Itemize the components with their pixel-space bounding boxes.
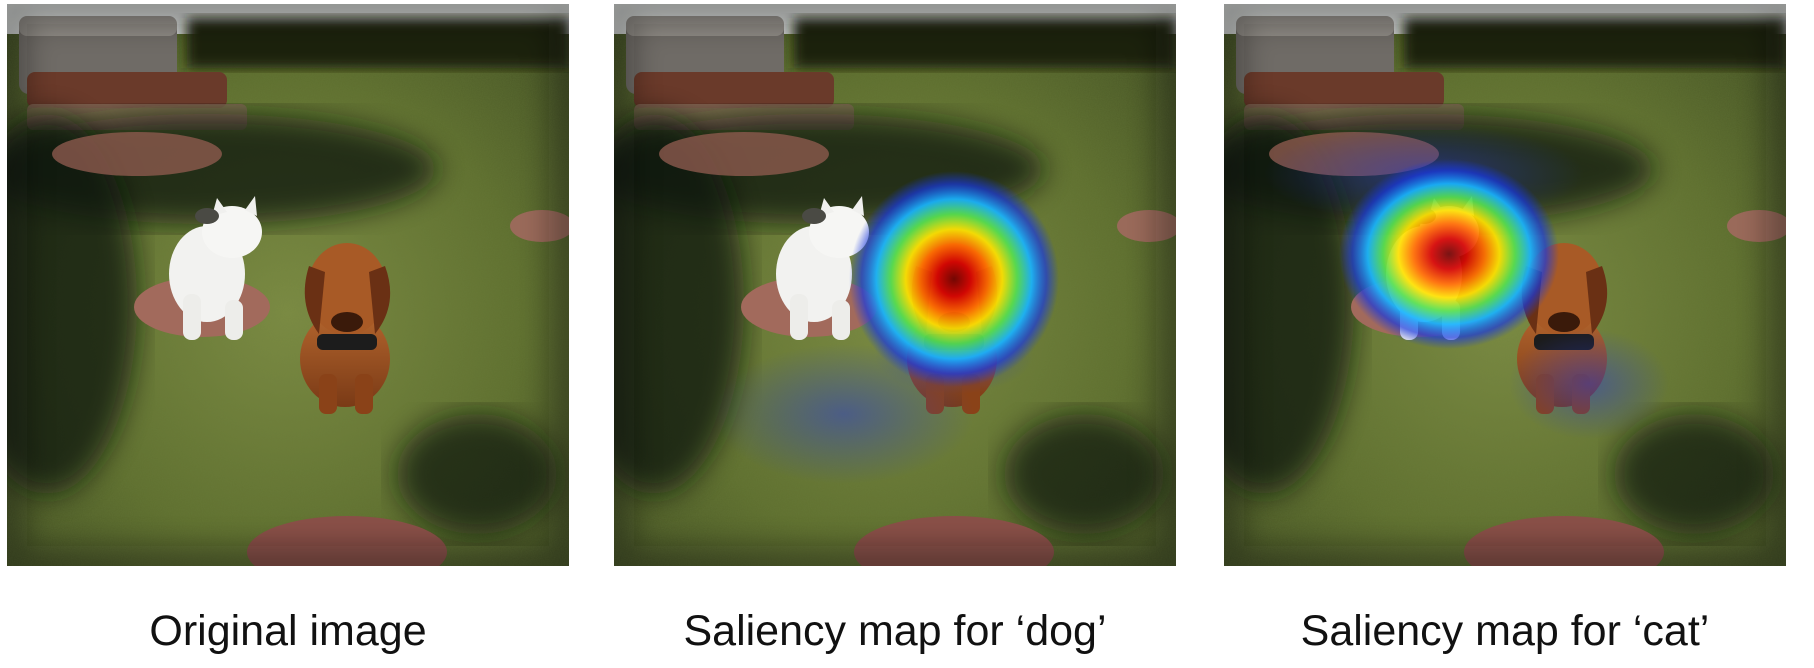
dog-heatmap-overlay [714, 171, 1059, 484]
saliency-map-cat [1224, 4, 1786, 566]
original-image [7, 4, 569, 566]
caption-saliency-dog: Saliency map for ‘dog’ [683, 607, 1107, 655]
cat-heatmap-overlay [1264, 124, 1669, 439]
saliency-map-dog [614, 4, 1176, 566]
original-photo [7, 4, 569, 566]
dog-saliency-photo [614, 4, 1176, 566]
caption-original-image: Original image [149, 607, 427, 655]
cat-saliency-photo [1224, 4, 1786, 566]
caption-saliency-cat: Saliency map for ‘cat’ [1300, 607, 1710, 655]
